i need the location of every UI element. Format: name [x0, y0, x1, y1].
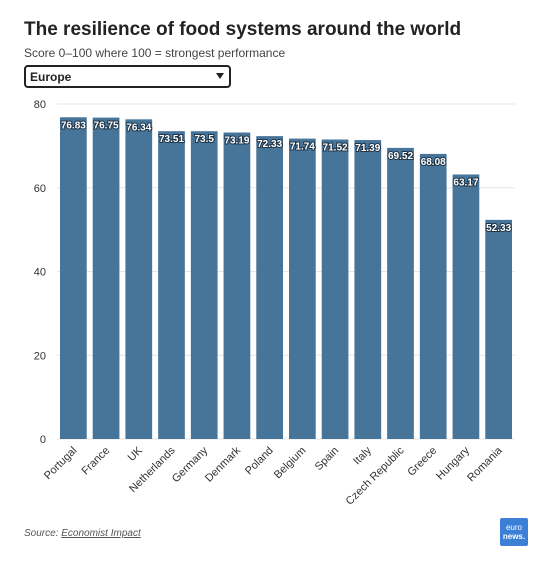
- bar[interactable]: [223, 132, 251, 439]
- chevron-down-icon: [216, 73, 224, 79]
- bar-value-label: 52.33: [486, 223, 511, 234]
- bar-value-label: 63.17: [453, 177, 478, 188]
- bar-value-label: 71.74: [290, 142, 315, 153]
- region-dropdown-value: Europe: [30, 70, 72, 84]
- bar-value-label: 68.08: [421, 157, 446, 168]
- bar[interactable]: [92, 117, 120, 439]
- source-link[interactable]: Economist Impact: [61, 528, 141, 539]
- bar-value-label: 73.19: [224, 136, 249, 147]
- bar-value-label: 71.39: [355, 143, 380, 154]
- x-tick-label: France: [79, 445, 112, 478]
- bar[interactable]: [125, 119, 153, 440]
- y-tick-label: 20: [34, 350, 46, 362]
- source-prefix: Source:: [24, 528, 62, 539]
- bar-value-label: 69.52: [388, 151, 413, 162]
- source-note: Source: Economist Impact: [24, 528, 141, 539]
- bar[interactable]: [289, 138, 316, 439]
- bar[interactable]: [452, 174, 480, 439]
- logo-text-top: euro: [505, 523, 522, 532]
- bar-value-label: 72.33: [257, 139, 282, 150]
- y-tick-label: 0: [40, 434, 46, 446]
- bar-value-label: 73.51: [159, 134, 184, 145]
- x-tick-label: Belgium: [272, 445, 309, 482]
- x-tick-label: Czech Republic: [344, 444, 407, 507]
- bar-chart: 0 20 40 60 80 76.83 Portugal 76.75 France 76.34 UK…: [34, 99, 515, 508]
- bar-value-label: 76.75: [94, 121, 119, 132]
- bar[interactable]: [354, 140, 382, 439]
- x-tick-label: Romania: [465, 444, 505, 484]
- bar[interactable]: [60, 117, 87, 439]
- x-tick-label: Italy: [351, 444, 374, 467]
- region-dropdown[interactable]: Europe: [24, 65, 231, 88]
- y-tick-label: 80: [34, 99, 46, 111]
- x-tick-label: Spain: [313, 445, 341, 473]
- bar-value-label: 73.5: [194, 134, 214, 145]
- bar[interactable]: [158, 131, 185, 439]
- y-tick-label: 60: [34, 183, 46, 195]
- x-tick-label: UK: [126, 444, 146, 464]
- bar[interactable]: [321, 139, 349, 439]
- chart-title: The resilience of food systems around th…: [24, 19, 462, 40]
- euronews-logo: euro news.: [500, 518, 528, 546]
- bar[interactable]: [256, 136, 283, 440]
- bar[interactable]: [485, 219, 512, 439]
- bar-value-label: 76.34: [126, 122, 151, 133]
- x-tick-label: Denmark: [203, 444, 243, 484]
- bar[interactable]: [387, 147, 414, 439]
- bar[interactable]: [419, 153, 447, 440]
- y-tick-label: 40: [34, 267, 46, 279]
- logo-text-bottom: news.: [502, 532, 526, 541]
- chart-subtitle: Score 0–100 where 100 = strongest perfor…: [24, 46, 286, 60]
- bar[interactable]: [190, 131, 218, 439]
- bar-value-label: 71.52: [323, 143, 348, 154]
- bar-value-label: 76.83: [61, 120, 86, 131]
- x-tick-label: Portugal: [42, 445, 79, 482]
